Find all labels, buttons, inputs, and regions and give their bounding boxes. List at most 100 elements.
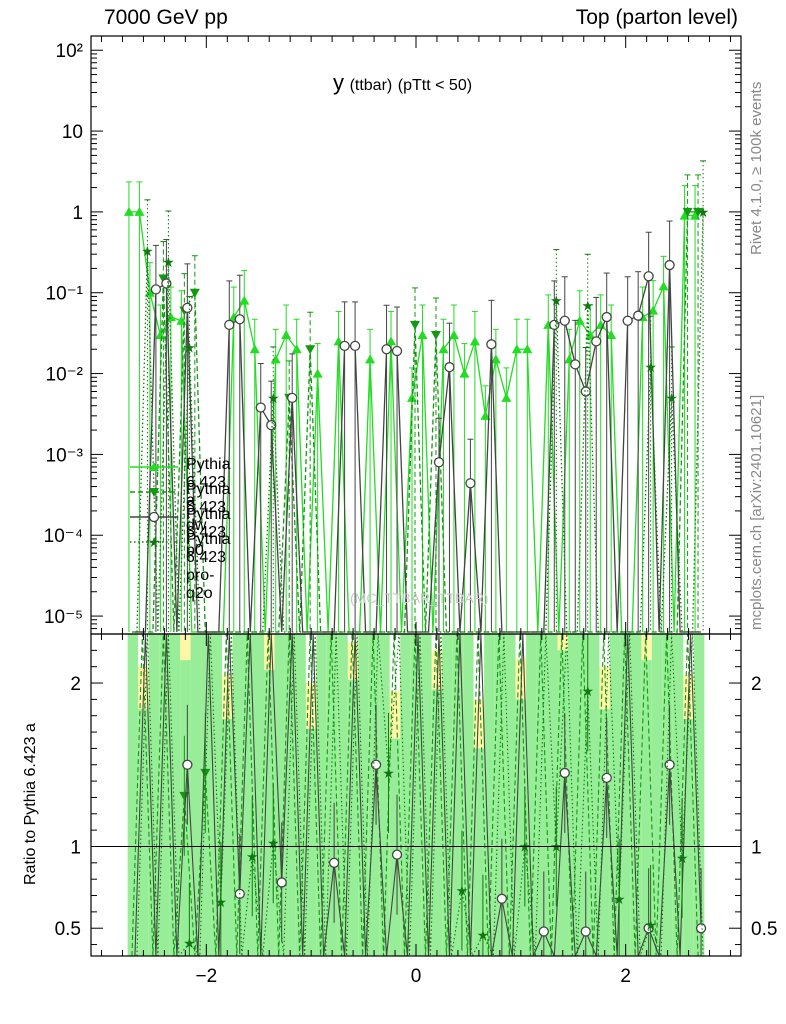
marker-triangle-up <box>469 336 480 346</box>
x-tick-label: −2 <box>195 966 217 987</box>
marker-triangle-up <box>480 410 491 420</box>
marker-circle <box>391 849 403 860</box>
ratio-band-green <box>274 634 285 956</box>
ratio-band-green <box>232 634 244 956</box>
marker-triangle-up <box>459 368 470 378</box>
ratio-band-green <box>452 634 464 956</box>
title-cut: (pTtt < 50) <box>397 77 473 94</box>
marker-circle <box>664 259 675 271</box>
marker-triangle-up <box>291 344 302 354</box>
marker-triangle-up <box>239 295 250 305</box>
ratio-band-green <box>693 634 705 956</box>
marker-triangle-down <box>189 288 200 298</box>
series-line <box>136 211 704 633</box>
marker-triangle-up <box>144 287 155 297</box>
y-tick-label-main: 1 <box>72 203 83 224</box>
marker-triangle-up <box>123 206 134 216</box>
y-tick-label-ratio: 0.5 <box>55 919 81 940</box>
series-2 <box>134 220 702 633</box>
marker-circle <box>559 767 570 779</box>
marker-triangle-up <box>281 330 292 339</box>
ratio-band-green <box>599 709 610 956</box>
marker-triangle-down <box>430 331 441 340</box>
ratio-band-green <box>641 660 652 956</box>
marker-star: ★ <box>697 204 710 220</box>
series-1 <box>131 174 704 633</box>
marker-triangle-up <box>438 344 449 354</box>
y-tick-label-main: 10⁻⁴ <box>44 526 83 547</box>
marker-circle <box>182 302 193 314</box>
ratio-band-green <box>190 634 202 956</box>
ratio-band-green <box>389 738 401 956</box>
marker-star: ★ <box>613 891 626 907</box>
marker-star: ★ <box>550 293 563 309</box>
marker-circle <box>570 359 581 370</box>
marker-star: ★ <box>456 883 469 899</box>
marker-circle <box>444 362 455 373</box>
ratio-band-green <box>526 634 537 956</box>
marker-triangle-up <box>448 330 459 339</box>
legend-swatch <box>130 488 178 497</box>
marker-star: ★ <box>644 359 657 375</box>
marker-star: ★ <box>665 390 678 406</box>
ratio-band-green <box>683 718 694 956</box>
ratio-band-green <box>201 634 212 956</box>
marker-star: ★ <box>644 917 657 933</box>
ratio-band-green <box>169 634 181 956</box>
ratio-band-green <box>473 748 485 956</box>
marker-star: ★ <box>477 927 490 943</box>
y-tick-label-main: 10⁻² <box>46 365 84 386</box>
legend-label: Pythia 6.423 p0 <box>186 506 231 559</box>
marker-circle <box>559 315 570 326</box>
marker-star: ★ <box>246 848 259 864</box>
marker-circle <box>601 772 612 783</box>
y-tick-label-main: 10⁻⁵ <box>44 607 83 628</box>
ratio-uncertainty-bands <box>127 634 705 956</box>
marker-circle <box>433 457 445 468</box>
marker-circle <box>664 759 675 770</box>
marker-triangle-up <box>658 281 669 291</box>
ratio-band-green <box>672 634 684 956</box>
ratio-band-green <box>588 634 600 956</box>
marker-circle <box>538 926 549 937</box>
marker-circle <box>601 311 612 323</box>
marker-circle <box>486 339 497 350</box>
marker-circle <box>496 893 508 904</box>
ratio-band-green <box>463 634 474 956</box>
title-sub: (ttbar) <box>349 77 393 94</box>
marker-triangle-up <box>648 305 659 315</box>
marker-triangle-up <box>585 330 596 339</box>
y-tick-label-main: 10 <box>62 122 83 143</box>
marker-triangle-up <box>249 344 260 354</box>
ratio-band-green <box>578 634 589 956</box>
marker-triangle-up <box>417 330 428 339</box>
series-line <box>131 211 699 633</box>
axes: −2 0 2 10⁻⁵ 10⁻⁴ 10⁻³ 10⁻² 10⁻¹ 1 10 10² 0.5 0.5 1 1 2 2 <box>44 35 777 987</box>
energy-label: 7000 GeV pp <box>104 6 228 29</box>
marker-circle <box>276 877 287 888</box>
y-tick-label-main: 10⁻¹ <box>46 284 84 305</box>
marker-triangle-up <box>574 315 585 325</box>
ratio-band-green <box>295 634 306 956</box>
ratio-band-green <box>400 634 411 956</box>
ratio-band-green <box>379 634 390 956</box>
legend-label: Pythia 6.423 dw <box>186 481 231 534</box>
marker-circle <box>182 759 193 770</box>
marker-circle <box>381 344 392 355</box>
ratio-band-green <box>148 634 160 956</box>
y-tick-label-main: 10² <box>56 41 83 62</box>
marker-circle <box>224 319 235 331</box>
y-tick-label-ratio-right: 2 <box>751 674 762 695</box>
marker-star: ★ <box>183 935 196 951</box>
ratio-band-green <box>410 634 422 956</box>
ratio-band-green <box>316 634 327 956</box>
marker-circle <box>580 926 591 937</box>
ratio-band-gap <box>222 634 233 675</box>
ratio-band-gap <box>515 634 527 659</box>
marker-circle <box>255 402 266 413</box>
marker-star: ★ <box>215 894 228 910</box>
marker-circle <box>287 392 298 404</box>
marker-circle <box>234 314 245 325</box>
svg-text:★: ★ <box>148 534 161 550</box>
ratio-band-green <box>431 689 443 956</box>
